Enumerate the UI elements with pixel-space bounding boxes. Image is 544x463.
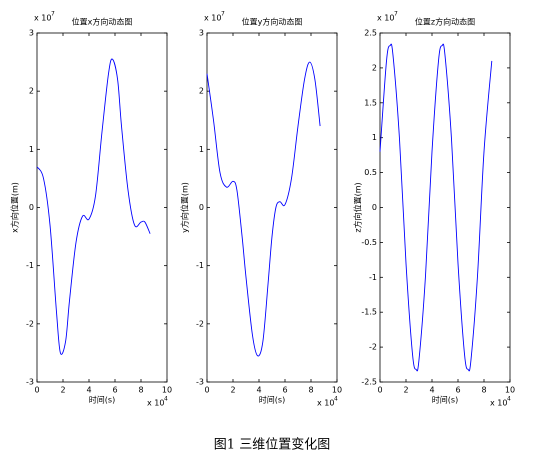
x-offset-label: x 10 [147,399,164,408]
chart-title: 位置y方向动态图 [242,17,303,27]
x-tick-label: 8 [308,386,313,395]
y-offset-exponent: 7 [394,11,398,18]
x-tick-label: 6 [112,386,117,395]
y-tick-label: 0 [29,203,34,212]
y-tick-label: 1.5 [364,98,377,107]
y-axis-label: y方向位置(m) [180,182,190,233]
x-tick-label: 4 [86,386,91,395]
x-tick-label: 4 [256,386,261,395]
y-offset-label: x 10 [377,14,394,23]
line [36,58,151,355]
chart-title: 位置x方向动态图 [72,17,133,27]
y-tick-label: 2 [372,63,377,72]
y-tick-label: -2 [26,319,34,328]
line [379,43,493,372]
y-tick-label: 0.5 [364,168,377,177]
x-axis-label: 时间(s) [432,395,458,405]
y-tick-label: -1.5 [361,308,377,317]
x-tick-label: 6 [455,386,460,395]
x-tick-label: 0 [34,386,39,395]
x-tick-label: 2 [403,386,408,395]
y-tick-label: 1 [199,145,204,154]
x-tick-label: 8 [481,386,486,395]
y-offset-label: x 10 [34,14,51,23]
y-tick-label: -1 [26,261,34,270]
x-tick-label: 2 [60,386,65,395]
x-offset-exponent: 4 [334,396,338,403]
y-tick-label: -3 [196,378,204,387]
y-tick-label: -2.5 [361,378,377,387]
x-tick-label: 8 [138,386,143,395]
y-tick-label: -0.5 [361,238,377,247]
x-tick-label: 4 [429,386,434,395]
x-tick-label: 0 [204,386,209,395]
x-tick-label: 0 [377,386,382,395]
x-offset-exponent: 4 [507,396,511,403]
x-tick-label: 10 [505,386,515,395]
y-tick-label: -1 [196,261,204,270]
x-tick-label: 10 [332,386,342,395]
y-tick-label: 3 [29,29,34,38]
y-tick-label: 3 [199,29,204,38]
y-tick-label: 2.5 [364,29,377,38]
y-tick-label: -1 [369,273,377,282]
x-axis-label: 时间(s) [89,395,115,405]
x-tick-label: 10 [162,386,172,395]
caption: 图1 三维位置变化图 [214,437,330,453]
x-axis-label: 时间(s) [259,395,285,405]
y-offset-exponent: 7 [51,11,55,18]
x-tick-label: 6 [282,386,287,395]
y-tick-label: -2 [369,343,377,352]
y-tick-label: 2 [199,87,204,96]
chart-title: 位置z方向动态图 [415,17,475,27]
y-tick-label: 1 [372,133,377,142]
y-tick-label: 0 [199,203,204,212]
y-tick-label: -3 [26,378,34,387]
y-axis-label: x方向位置(m) [10,182,20,233]
y-tick-label: 1 [29,145,34,154]
y-offset-label: x 10 [204,14,221,23]
y-tick-label: -2 [196,319,204,328]
x-offset-label: x 10 [317,399,334,408]
y-tick-label: 2 [29,87,34,96]
y-offset-exponent: 7 [221,11,225,18]
line [206,61,321,357]
y-axis-label: z方向位置(m) [353,182,363,232]
x-tick-label: 2 [230,386,235,395]
y-tick-label: 0 [372,203,377,212]
x-offset-exponent: 4 [164,396,168,403]
x-offset-label: x 10 [490,399,507,408]
